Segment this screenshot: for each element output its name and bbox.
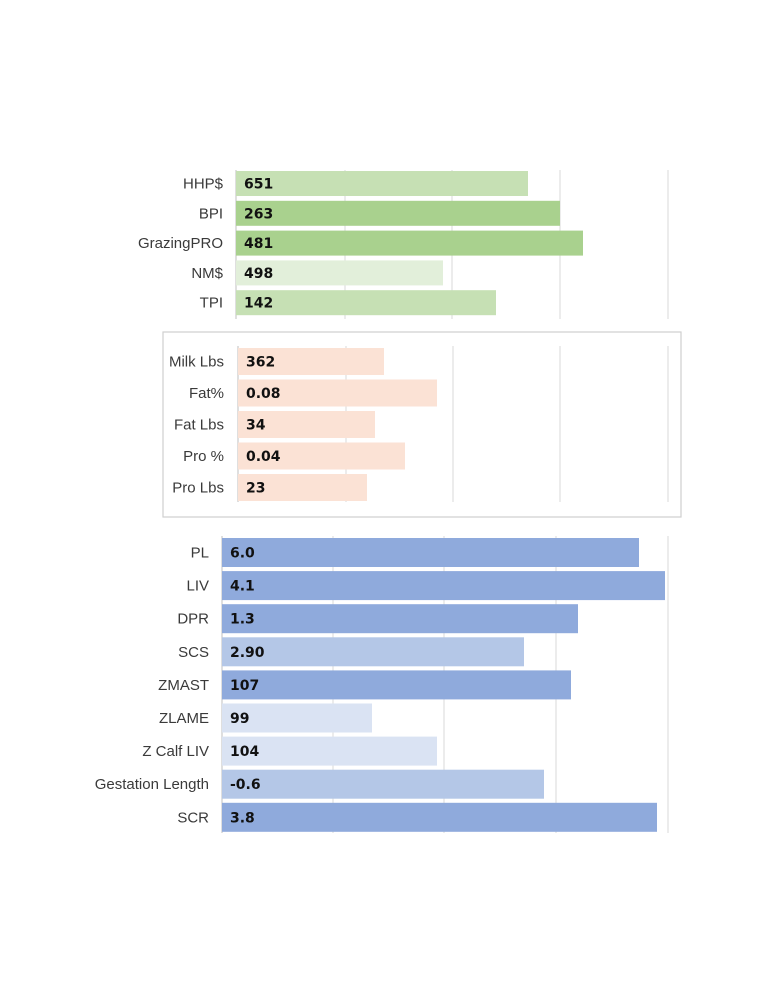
chart-panel-production: Milk Lbs 362 Fat% 0.08 Fat Lbs 34 Pro % 0.04 Pro… (162, 331, 682, 518)
data-label: 651 (244, 177, 273, 193)
data-label: 481 (244, 236, 273, 252)
category-label: Fat Lbs (174, 417, 224, 434)
data-label: 6.0 (230, 546, 255, 562)
bar-8 (222, 802, 657, 832)
category-label: TPI (200, 295, 223, 312)
category-label: PL (191, 545, 209, 562)
bar-0 (222, 538, 639, 567)
data-label: 362 (246, 355, 275, 371)
data-label: 23 (246, 481, 265, 497)
category-label: ZMAST (158, 677, 209, 694)
category-label: Milk Lbs (169, 354, 224, 371)
category-label: BPI (199, 205, 223, 222)
bar-4 (222, 670, 571, 700)
bar-1 (236, 200, 560, 226)
data-label: 3.8 (230, 810, 255, 826)
category-label: SCR (177, 809, 209, 826)
bar-4 (238, 474, 367, 501)
category-label: Pro % (183, 448, 224, 465)
data-label: 4.1 (230, 579, 255, 595)
data-label: 0.04 (246, 449, 281, 465)
data-label: -0.6 (230, 777, 261, 793)
bar-4 (236, 290, 496, 316)
category-label: Fat% (189, 385, 224, 402)
data-label: 498 (244, 266, 273, 282)
category-label: GrazingPRO (138, 235, 223, 252)
category-label: HHP$ (183, 176, 224, 193)
bar-0 (238, 348, 384, 375)
bar-1 (222, 571, 665, 601)
bar-3 (238, 442, 405, 470)
category-label: SCS (178, 644, 209, 661)
data-label: 104 (230, 744, 259, 760)
data-label: 263 (244, 206, 273, 222)
category-label: NM$ (191, 265, 223, 282)
category-label: Pro Lbs (172, 480, 224, 497)
bar-0 (236, 171, 528, 196)
category-label: ZLAME (159, 710, 209, 727)
bar-2 (238, 411, 375, 438)
bar-1 (238, 379, 437, 407)
category-label: DPR (177, 611, 209, 628)
bar-3 (222, 637, 524, 667)
bar-7 (222, 769, 544, 799)
chart-panel-health: PL 6.0 LIV 4.1 DPR 1.3 SCS 2.90 ZMAST 107 ZLAME 99 Z… (95, 536, 669, 833)
data-label: 142 (244, 296, 273, 312)
category-label: Z Calf LIV (142, 743, 209, 760)
bar-6 (222, 736, 437, 766)
bar-2 (222, 604, 578, 634)
bar-3 (236, 260, 443, 286)
bar-5 (222, 703, 372, 733)
panel-frame (162, 331, 682, 518)
data-label: 0.08 (246, 386, 281, 402)
category-label: LIV (186, 578, 209, 595)
data-label: 2.90 (230, 645, 265, 661)
data-label: 1.3 (230, 612, 255, 628)
chart-panel-indexes: HHP$ 651 BPI 263 GrazingPRO 481 NM$ 498 TPI 142 (138, 170, 669, 319)
data-label: 34 (246, 418, 266, 434)
data-label: 107 (230, 678, 259, 694)
data-label: 99 (230, 711, 249, 727)
bar-2 (236, 230, 583, 256)
category-label: Gestation Length (95, 776, 209, 793)
